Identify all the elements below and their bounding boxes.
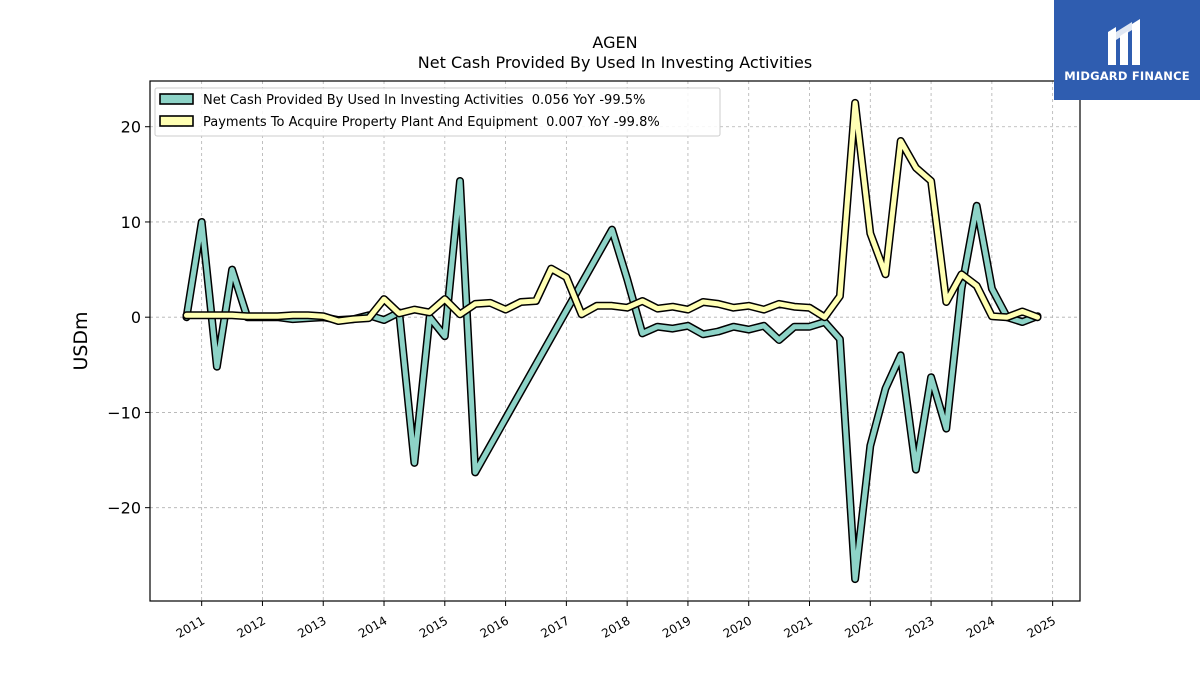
chart-title: AGEN <box>592 33 637 52</box>
grid <box>150 81 1080 601</box>
legend-swatch-investing <box>159 93 194 105</box>
y-tick-label: −20 <box>107 499 141 518</box>
y-tick-label: 0 <box>131 308 141 327</box>
plot-frame <box>149 80 1081 602</box>
y-tick-label: 20 <box>121 118 141 137</box>
series-line <box>184 100 1040 324</box>
x-tick-label: 2013 <box>295 613 328 640</box>
x-tick-label: 2016 <box>478 613 511 640</box>
x-tick-label: 2021 <box>782 613 815 640</box>
series-1 <box>182 98 1042 325</box>
x-tick-label: 2018 <box>599 613 632 640</box>
legend-swatch-ppe <box>159 115 194 127</box>
x-tick-label: 2011 <box>174 613 207 640</box>
x-tick-label: 2014 <box>356 613 389 640</box>
x-tick-label: 2019 <box>660 613 693 640</box>
x-tick-label: 2015 <box>417 613 450 640</box>
midgard-finance-logo: MIDGARD FINANCE <box>1054 0 1200 100</box>
chart-subtitle: Net Cash Provided By Used In Investing A… <box>418 53 812 72</box>
midgard-m-logo-icon <box>1108 19 1140 65</box>
series-0 <box>182 177 1042 584</box>
y-axis-label: USDm <box>70 311 92 370</box>
x-tick-label: 2017 <box>538 613 571 640</box>
y-tick-label: −10 <box>107 403 141 422</box>
x-tick-label: 2020 <box>721 613 754 640</box>
x-tick-label: 2025 <box>1025 613 1058 640</box>
series-line-outline <box>182 177 1042 584</box>
x-axis: 2011 2012 2013 2014 2015 2016 2017 2018 2019 2020… <box>174 601 1058 641</box>
legend-label-ppe: Payments To Acquire Property Plant And E… <box>203 115 660 130</box>
y-tick-label: 10 <box>121 213 141 232</box>
x-tick-label: 2022 <box>842 613 875 640</box>
x-tick-label: 2024 <box>964 613 997 640</box>
legend: Net Cash Provided By Used In Investing A… <box>154 87 721 137</box>
y-axis: 20 10 0 −10 −20 <box>107 118 150 518</box>
x-tick-label: 2023 <box>903 613 936 640</box>
logo-brand-text: MIDGARD FINANCE <box>1064 69 1190 83</box>
series-lines <box>182 98 1042 584</box>
legend-label-investing: Net Cash Provided By Used In Investing A… <box>203 93 645 108</box>
x-tick-label: 2012 <box>234 613 267 640</box>
legend-box <box>154 87 721 137</box>
